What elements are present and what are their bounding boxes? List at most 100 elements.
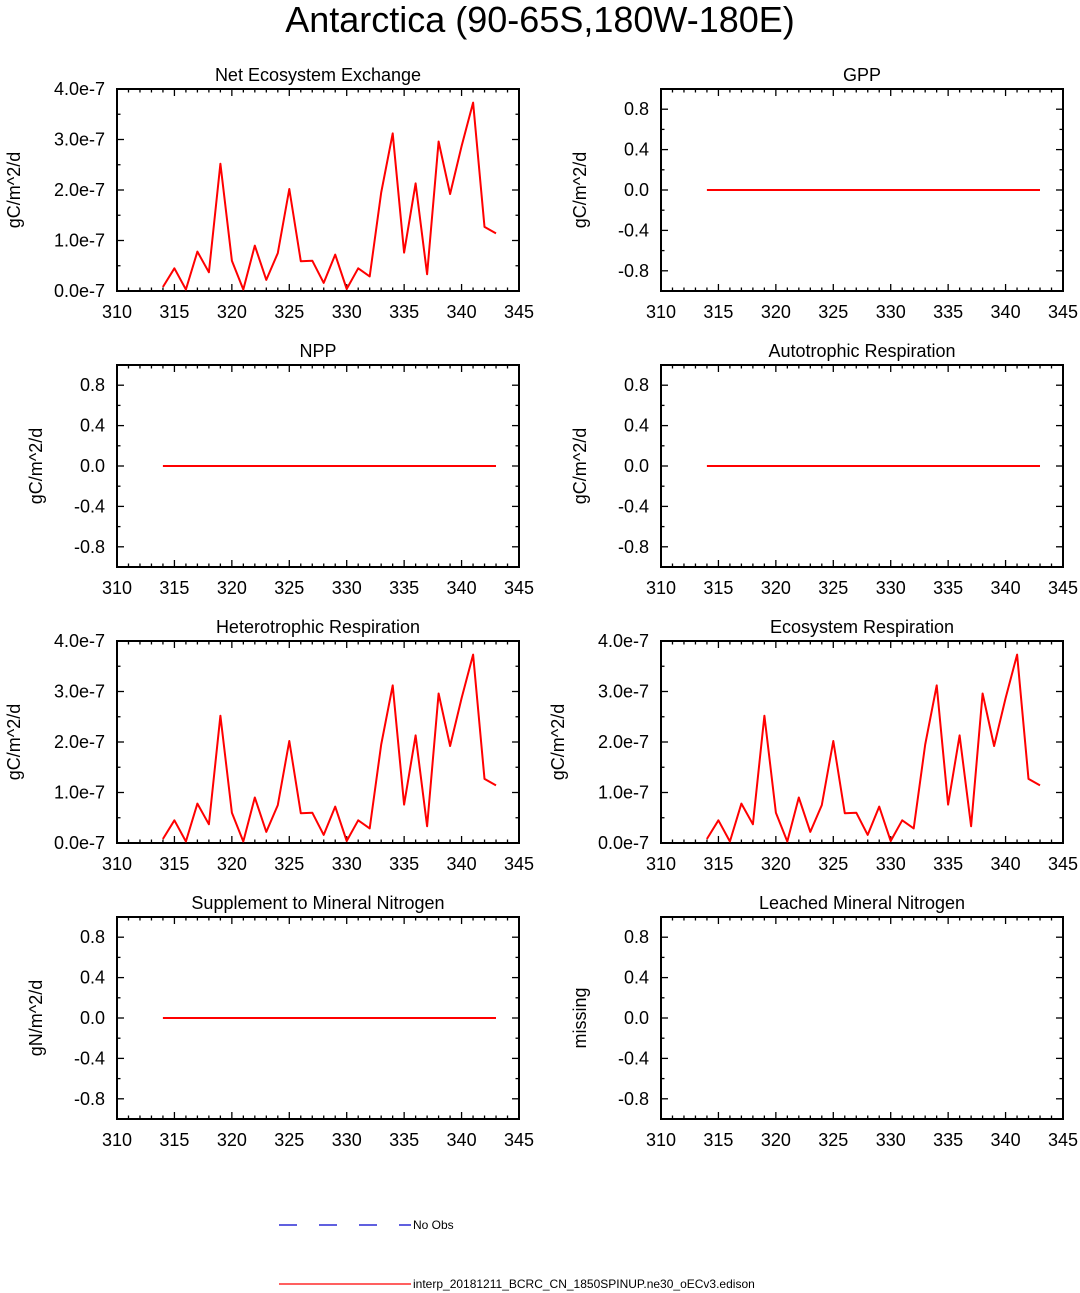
legend-label-model-run: interp_20181211_BCRC_CN_1850SPINUP.ne30_… (413, 1277, 755, 1291)
y-tick-label: 0.0 (624, 180, 649, 200)
x-tick-label: 335 (389, 854, 419, 874)
x-tick-label: 325 (818, 1130, 848, 1150)
chart-title: Autotrophic Respiration (768, 341, 955, 361)
plot-frame (660, 916, 1064, 1120)
series-line (162, 653, 497, 843)
x-tick-label: 335 (389, 302, 419, 322)
x-tick-label: 325 (274, 1130, 304, 1150)
x-tick-label: 315 (703, 854, 733, 874)
y-tick-label: -0.8 (618, 1089, 649, 1109)
x-tick-label: 325 (818, 578, 848, 598)
y-axis-label: gC/m^2/d (4, 704, 24, 780)
series-line (162, 101, 497, 291)
y-axis-label: gC/m^2/d (26, 428, 46, 504)
x-tick-label: 335 (933, 1130, 963, 1150)
y-tick-label: 4.0e-7 (54, 79, 105, 99)
y-axis-label: gC/m^2/d (548, 704, 568, 780)
x-tick-label: 345 (1048, 302, 1078, 322)
y-tick-label: 0.8 (80, 927, 105, 947)
x-tick-label: 310 (102, 1130, 132, 1150)
x-tick-label: 330 (876, 1130, 906, 1150)
x-tick-label: 315 (703, 1130, 733, 1150)
chart-panel-4: Heterotrophic Respiration 310 315 320 325 330… (4, 617, 534, 874)
y-tick-label: 0.4 (624, 416, 649, 436)
x-tick-label: 320 (761, 854, 791, 874)
plot-frame (116, 640, 520, 844)
y-tick-label: -0.4 (74, 1048, 105, 1068)
y-tick-label: 4.0e-7 (54, 631, 105, 651)
chart-panel-7: Leached Mineral Nitrogen 310 315 320 325 330 3… (570, 893, 1078, 1150)
x-tick-label: 320 (217, 1130, 247, 1150)
y-tick-label: 2.0e-7 (54, 180, 105, 200)
y-tick-label: 1.0e-7 (54, 783, 105, 803)
x-tick-label: 315 (159, 302, 189, 322)
x-tick-label: 345 (504, 854, 534, 874)
x-tick-label: 310 (646, 1130, 676, 1150)
plot-frame (660, 640, 1064, 844)
page-title: Antarctica (90-65S,180W-180E) (285, 0, 795, 40)
y-tick-label: 3.0e-7 (598, 682, 649, 702)
y-tick-label: 0.8 (624, 99, 649, 119)
chart-panel-0: Net Ecosystem Exchange 310 315 320 325 330 335… (4, 65, 534, 322)
y-tick-label: 0.0 (80, 1008, 105, 1028)
chart-title: Net Ecosystem Exchange (215, 65, 421, 85)
x-tick-label: 345 (504, 1130, 534, 1150)
y-axis-label: gC/m^2/d (570, 152, 590, 228)
x-tick-label: 325 (274, 854, 304, 874)
x-tick-label: 315 (159, 578, 189, 598)
x-tick-label: 340 (447, 1130, 477, 1150)
chart-panel-3: Autotrophic Respiration 310 315 320 325 330 33… (570, 341, 1078, 598)
chart-title: Heterotrophic Respiration (216, 617, 420, 637)
y-tick-label: -0.8 (74, 1089, 105, 1109)
y-axis-label: gC/m^2/d (4, 152, 24, 228)
x-tick-label: 325 (274, 302, 304, 322)
legend-lines (279, 1224, 411, 1285)
y-tick-label: 2.0e-7 (54, 732, 105, 752)
x-tick-label: 340 (991, 1130, 1021, 1150)
plot-frame (116, 88, 520, 292)
chart-panel-5: Ecosystem Respiration 310 315 320 325 330 335 3… (548, 617, 1078, 874)
y-tick-label: -0.4 (618, 1048, 649, 1068)
x-tick-label: 335 (933, 854, 963, 874)
x-tick-label: 335 (389, 1130, 419, 1150)
x-tick-label: 320 (217, 302, 247, 322)
x-tick-label: 340 (447, 578, 477, 598)
chart-title: GPP (843, 65, 881, 85)
x-tick-label: 330 (876, 302, 906, 322)
x-tick-label: 330 (876, 854, 906, 874)
y-tick-label: 0.8 (624, 375, 649, 395)
x-tick-label: 325 (818, 854, 848, 874)
chart-title: Leached Mineral Nitrogen (759, 893, 965, 913)
x-tick-label: 330 (876, 578, 906, 598)
x-tick-label: 315 (159, 854, 189, 874)
x-tick-label: 325 (818, 302, 848, 322)
x-tick-label: 315 (703, 302, 733, 322)
x-tick-label: 335 (933, 578, 963, 598)
y-tick-label: 4.0e-7 (598, 631, 649, 651)
x-tick-label: 340 (991, 854, 1021, 874)
x-tick-label: 335 (933, 302, 963, 322)
y-tick-label: 0.4 (624, 968, 649, 988)
x-tick-label: 345 (504, 302, 534, 322)
chart-panel-1: GPP 310 315 320 325 330 335 340 345 -0.8 -0.4 0.0 0.… (570, 65, 1078, 322)
x-tick-label: 345 (504, 578, 534, 598)
x-tick-label: 315 (703, 578, 733, 598)
x-tick-label: 345 (1048, 854, 1078, 874)
x-tick-label: 340 (991, 302, 1021, 322)
y-axis-label: missing (570, 987, 590, 1048)
x-tick-label: 310 (102, 302, 132, 322)
y-tick-label: -0.4 (618, 220, 649, 240)
y-tick-label: 0.4 (624, 140, 649, 160)
x-tick-label: 330 (332, 854, 362, 874)
chart-title: Supplement to Mineral Nitrogen (191, 893, 444, 913)
y-axis-label: gN/m^2/d (26, 980, 46, 1056)
y-tick-label: -0.8 (618, 261, 649, 281)
y-tick-label: 0.4 (80, 416, 105, 436)
y-tick-label: 0.4 (80, 968, 105, 988)
y-tick-label: -0.4 (618, 496, 649, 516)
legend-label-no-obs: No Obs (413, 1218, 454, 1232)
y-tick-label: -0.8 (618, 537, 649, 557)
x-tick-label: 340 (991, 578, 1021, 598)
y-tick-label: 0.0e-7 (54, 281, 105, 301)
x-tick-label: 345 (1048, 578, 1078, 598)
